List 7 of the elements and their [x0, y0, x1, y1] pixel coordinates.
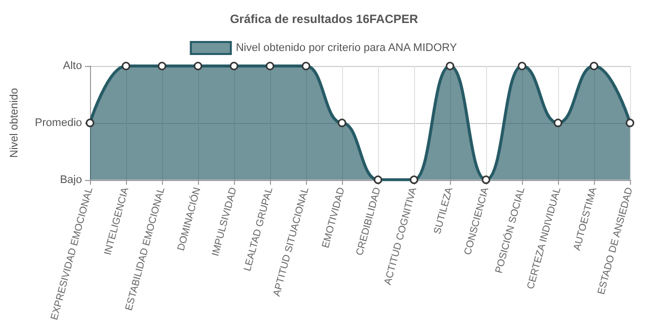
- chart-title: Gráfica de resultados 16FACPER: [230, 12, 418, 26]
- legend-label: Nivel obtenido por criterio para ANA MIDORY: [236, 42, 458, 54]
- x-tick-label: LEALTAD GRUPAL: [242, 186, 276, 272]
- y-axis-title: Nivel obtenido: [8, 88, 20, 158]
- category-label: Promedio: [34, 116, 82, 129]
- category-label: Bajo: [60, 174, 82, 186]
- category-label: Alto: [63, 60, 82, 72]
